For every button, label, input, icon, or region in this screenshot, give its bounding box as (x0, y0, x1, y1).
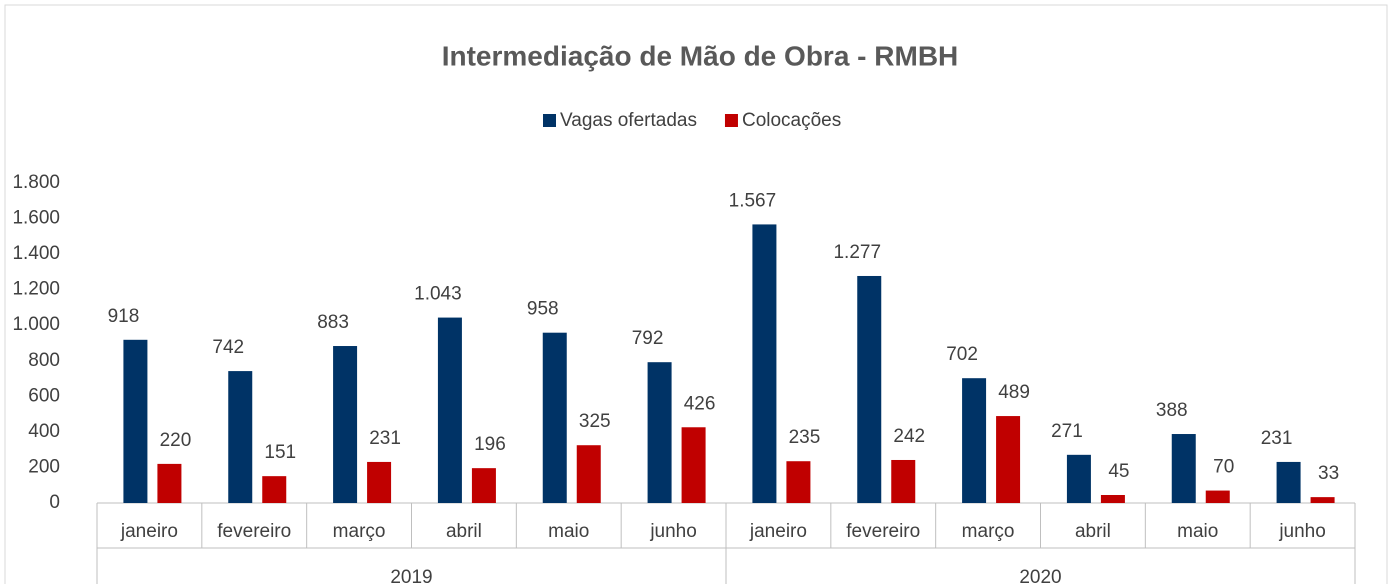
x-tick-label: janeiro (120, 521, 178, 542)
x-tick-label: maio (1177, 521, 1218, 542)
x-tick-label: janeiro (749, 521, 807, 542)
data-label: 271 (1051, 421, 1083, 442)
bar (228, 371, 253, 503)
bar (542, 332, 567, 503)
x-tick-label: fevereiro (846, 521, 920, 542)
group-label: 2020 (1019, 567, 1061, 584)
data-label: 1.043 (414, 284, 462, 305)
y-tick-label: 400 (28, 421, 60, 442)
y-tick-label: 1.000 (12, 314, 60, 335)
y-tick-label: 600 (28, 385, 60, 406)
legend-label: Vagas ofertadas (560, 110, 697, 131)
bar (647, 362, 672, 503)
y-tick-label: 0 (49, 492, 60, 513)
legend-label: Colocações (742, 110, 841, 131)
data-label: 231 (1261, 428, 1293, 449)
data-label: 151 (264, 442, 296, 463)
bar (962, 378, 987, 503)
bar (1205, 490, 1230, 503)
bar (1310, 497, 1335, 503)
data-label: 220 (160, 430, 192, 451)
chart-title: Intermediação de Mão de Obra - RMBH (442, 40, 959, 71)
bar (576, 445, 601, 503)
bar (367, 461, 392, 503)
group-label: 2019 (390, 567, 432, 584)
bar (1171, 434, 1196, 503)
legend-swatch (724, 114, 738, 127)
x-tick-label: junho (649, 521, 697, 542)
bar (333, 346, 358, 503)
legend-swatch (543, 114, 556, 127)
data-label: 918 (108, 306, 140, 327)
data-label: 883 (317, 312, 349, 333)
y-tick-label: 1.200 (12, 279, 60, 300)
data-label: 45 (1108, 461, 1129, 482)
bar (157, 463, 182, 503)
bar (1100, 495, 1125, 503)
bar (681, 427, 706, 503)
data-label: 325 (579, 411, 611, 432)
data-label: 231 (369, 428, 401, 449)
y-tick-label: 200 (28, 456, 60, 477)
bar (752, 224, 777, 503)
bar (1276, 461, 1301, 503)
data-label: 489 (998, 382, 1030, 403)
bar (123, 339, 148, 503)
x-tick-label: fevereiro (217, 521, 291, 542)
data-label: 792 (632, 328, 664, 349)
bar (437, 317, 462, 503)
bar (996, 416, 1021, 503)
y-tick-label: 800 (28, 350, 60, 371)
bar (471, 468, 496, 503)
y-tick-label: 1.800 (12, 172, 60, 193)
x-tick-label: março (333, 521, 386, 542)
data-label: 742 (212, 337, 244, 358)
x-tick-label: junho (1278, 521, 1326, 542)
bar (1066, 454, 1091, 503)
bar (262, 476, 287, 503)
y-tick-label: 1.400 (12, 243, 60, 264)
x-tick-label: abril (446, 521, 482, 542)
data-label: 702 (946, 344, 978, 365)
y-tick-label: 1.600 (12, 208, 60, 229)
data-label: 388 (1156, 400, 1188, 421)
data-label: 70 (1213, 457, 1234, 478)
x-tick-label: março (962, 521, 1015, 542)
data-label: 1.277 (833, 242, 881, 263)
data-label: 235 (789, 427, 821, 448)
data-label: 1.567 (729, 190, 777, 211)
x-tick-label: abril (1075, 521, 1111, 542)
bar (891, 459, 916, 503)
data-label: 196 (474, 434, 506, 455)
x-tick-label: maio (548, 521, 589, 542)
bar (857, 275, 882, 503)
data-label: 33 (1318, 463, 1339, 484)
chart-border (4, 4, 1388, 584)
data-label: 958 (527, 299, 559, 320)
data-label: 242 (893, 426, 925, 447)
bar (786, 461, 811, 503)
data-label: 426 (684, 393, 716, 414)
